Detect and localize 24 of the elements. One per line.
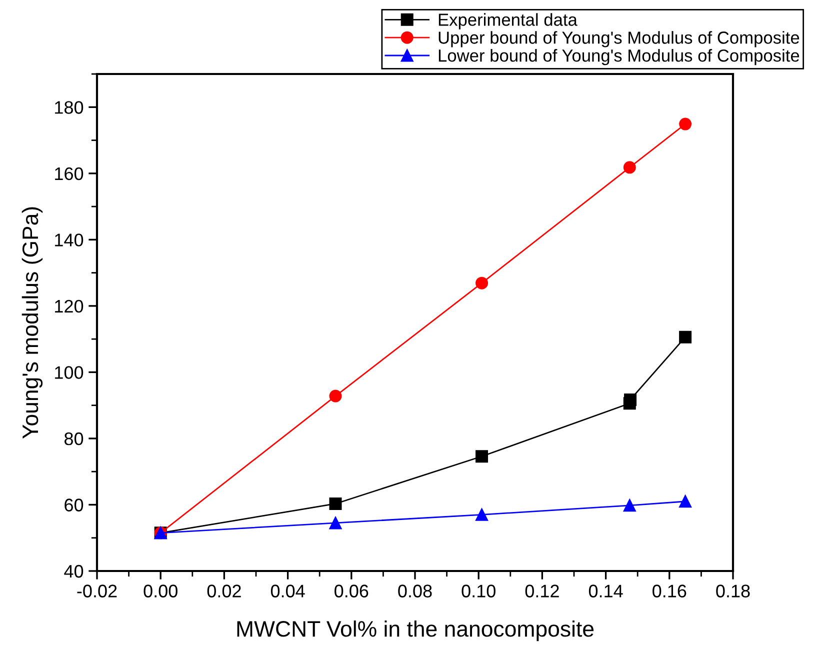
y-tick-label: 140 (55, 234, 84, 246)
y-tick-label: 160 (55, 167, 84, 180)
legend-label: Experimental data (438, 13, 578, 30)
y-tick-label: 80 (64, 432, 84, 446)
x-axis-title: MWCNT Vol% in the nanocomposite (237, 620, 594, 642)
x-tick-label: 0.14 (588, 584, 623, 598)
legend-label: Lower bound of Young's Modulus of Composite (438, 48, 800, 66)
y-axis-title: Young's modulus (GPa) (22, 207, 43, 439)
y-tick-label: 40 (64, 564, 84, 578)
y-tick-label: 60 (64, 498, 84, 512)
x-tick-label: 0.10 (462, 584, 496, 598)
x-tick-label: 0.02 (207, 584, 241, 598)
x-tick-label: 0.12 (525, 584, 559, 598)
x-tick-label: 0.04 (270, 584, 305, 598)
x-tick-label: 0.06 (334, 584, 368, 598)
y-tick-label: 180 (55, 101, 84, 114)
x-tick-label: -0.02 (77, 584, 117, 598)
x-tick-label: 0.16 (652, 584, 686, 598)
x-tick-label: 0.18 (716, 584, 750, 598)
y-tick-label: 100 (55, 366, 84, 379)
x-tick-label: 0.08 (398, 584, 432, 598)
legend-label: Upper bound of Young's Modulus of Composite (438, 31, 800, 48)
x-tick-label: 0.00 (144, 584, 178, 598)
y-tick-label: 120 (55, 300, 84, 313)
